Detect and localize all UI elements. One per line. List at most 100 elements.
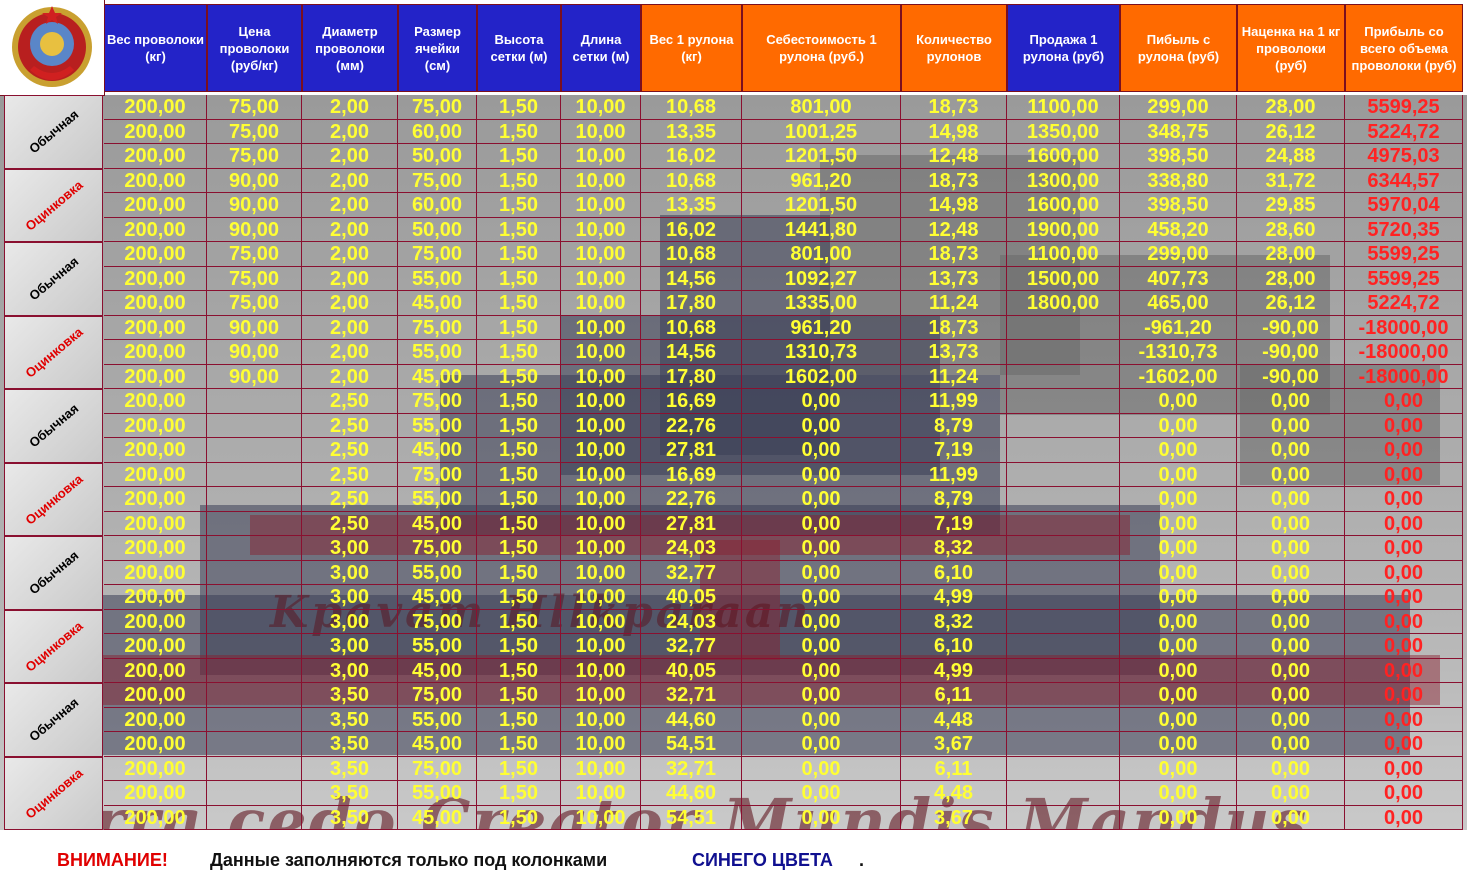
cell-col-2[interactable] [207,609,302,634]
cell-col-4[interactable]: 45,00 [398,658,477,683]
cell-col-10[interactable] [1007,560,1120,585]
cell-col-5[interactable]: 1,50 [477,340,561,365]
cell-col-4[interactable]: 50,00 [398,217,477,242]
cell-col-2[interactable] [207,585,302,610]
cell-col-2[interactable]: 90,00 [207,217,302,242]
cell-col-4[interactable]: 75,00 [398,756,477,781]
cell-col-4[interactable]: 75,00 [398,168,477,193]
cell-col-10[interactable] [1007,315,1120,340]
cell-col-4[interactable]: 55,00 [398,413,477,438]
cell-col-5[interactable]: 1,50 [477,536,561,561]
cell-col-5[interactable]: 1,50 [477,364,561,389]
cell-col-2[interactable]: 75,00 [207,95,302,120]
cell-col-10[interactable]: 1350,00 [1007,119,1120,144]
cell-col-5[interactable]: 1,50 [477,805,561,830]
cell-col-3[interactable]: 2,00 [302,340,398,365]
cell-col-5[interactable]: 1,50 [477,242,561,267]
cell-col-10[interactable] [1007,438,1120,463]
cell-col-5[interactable]: 1,50 [477,756,561,781]
cell-col-3[interactable]: 3,50 [302,805,398,830]
cell-col-5[interactable]: 1,50 [477,291,561,316]
cell-col-5[interactable]: 1,50 [477,634,561,659]
cell-col-10[interactable] [1007,340,1120,365]
cell-col-2[interactable] [207,487,302,512]
cell-col-5[interactable]: 1,50 [477,389,561,414]
cell-col-10[interactable] [1007,609,1120,634]
cell-col-3[interactable]: 2,50 [302,389,398,414]
cell-col-2[interactable] [207,634,302,659]
cell-col-10[interactable]: 1900,00 [1007,217,1120,242]
cell-col-6[interactable]: 10,00 [561,634,641,659]
cell-col-5[interactable]: 1,50 [477,560,561,585]
cell-col-1[interactable]: 200,00 [104,389,207,414]
cell-col-5[interactable]: 1,50 [477,119,561,144]
cell-col-2[interactable] [207,462,302,487]
cell-col-4[interactable]: 75,00 [398,389,477,414]
cell-col-10[interactable] [1007,536,1120,561]
cell-col-10[interactable] [1007,585,1120,610]
cell-col-1[interactable]: 200,00 [104,683,207,708]
cell-col-5[interactable]: 1,50 [477,95,561,120]
cell-col-2[interactable]: 90,00 [207,340,302,365]
cell-col-4[interactable]: 45,00 [398,511,477,536]
cell-col-1[interactable]: 200,00 [104,364,207,389]
cell-col-5[interactable]: 1,50 [477,707,561,732]
cell-col-10[interactable]: 1600,00 [1007,193,1120,218]
cell-col-4[interactable]: 55,00 [398,634,477,659]
cell-col-2[interactable] [207,707,302,732]
cell-col-1[interactable]: 200,00 [104,707,207,732]
cell-col-1[interactable]: 200,00 [104,291,207,316]
cell-col-6[interactable]: 10,00 [561,805,641,830]
cell-col-4[interactable]: 75,00 [398,95,477,120]
cell-col-10[interactable] [1007,732,1120,757]
cell-col-6[interactable]: 10,00 [561,364,641,389]
cell-col-1[interactable]: 200,00 [104,805,207,830]
cell-col-2[interactable]: 75,00 [207,144,302,169]
cell-col-6[interactable]: 10,00 [561,658,641,683]
cell-col-3[interactable]: 3,50 [302,707,398,732]
cell-col-2[interactable] [207,732,302,757]
cell-col-6[interactable]: 10,00 [561,536,641,561]
cell-col-10[interactable] [1007,756,1120,781]
cell-col-2[interactable]: 75,00 [207,242,302,267]
cell-col-4[interactable]: 45,00 [398,438,477,463]
cell-col-1[interactable]: 200,00 [104,315,207,340]
cell-col-6[interactable]: 10,00 [561,609,641,634]
cell-col-10[interactable]: 1800,00 [1007,291,1120,316]
cell-col-2[interactable] [207,658,302,683]
cell-col-1[interactable]: 200,00 [104,732,207,757]
cell-col-4[interactable]: 55,00 [398,707,477,732]
cell-col-3[interactable]: 2,00 [302,291,398,316]
cell-col-3[interactable]: 2,50 [302,511,398,536]
cell-col-2[interactable] [207,389,302,414]
cell-col-1[interactable]: 200,00 [104,487,207,512]
cell-col-10[interactable] [1007,511,1120,536]
cell-col-6[interactable]: 10,00 [561,781,641,806]
cell-col-2[interactable]: 75,00 [207,291,302,316]
cell-col-1[interactable]: 200,00 [104,781,207,806]
cell-col-4[interactable]: 55,00 [398,560,477,585]
cell-col-4[interactable]: 55,00 [398,340,477,365]
cell-col-3[interactable]: 2,00 [302,217,398,242]
cell-col-5[interactable]: 1,50 [477,732,561,757]
cell-col-4[interactable]: 45,00 [398,364,477,389]
cell-col-2[interactable]: 90,00 [207,193,302,218]
cell-col-1[interactable]: 200,00 [104,658,207,683]
cell-col-10[interactable]: 1100,00 [1007,242,1120,267]
cell-col-1[interactable]: 200,00 [104,242,207,267]
cell-col-10[interactable] [1007,413,1120,438]
cell-col-4[interactable]: 75,00 [398,462,477,487]
cell-col-2[interactable] [207,805,302,830]
cell-col-5[interactable]: 1,50 [477,266,561,291]
cell-col-6[interactable]: 10,00 [561,732,641,757]
cell-col-2[interactable] [207,756,302,781]
cell-col-1[interactable]: 200,00 [104,217,207,242]
cell-col-5[interactable]: 1,50 [477,168,561,193]
cell-col-10[interactable]: 1100,00 [1007,95,1120,120]
cell-col-10[interactable]: 1600,00 [1007,144,1120,169]
cell-col-2[interactable] [207,438,302,463]
cell-col-5[interactable]: 1,50 [477,315,561,340]
cell-col-5[interactable]: 1,50 [477,462,561,487]
cell-col-4[interactable]: 45,00 [398,732,477,757]
cell-col-5[interactable]: 1,50 [477,487,561,512]
